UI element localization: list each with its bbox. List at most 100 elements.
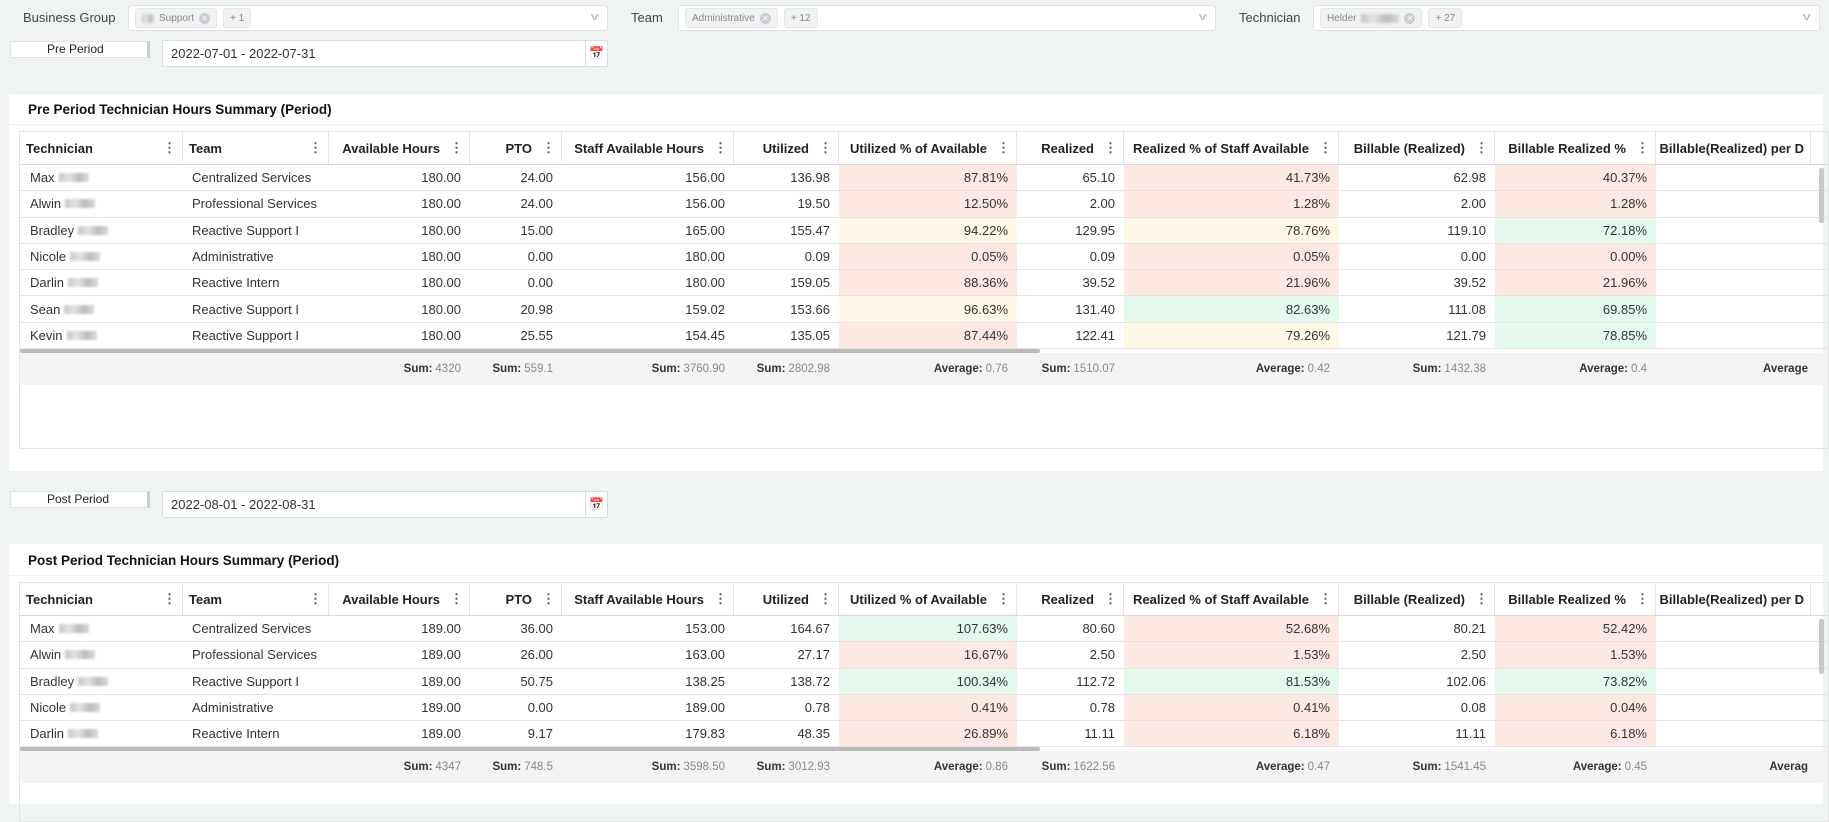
post-period-date-input[interactable]: 2022-08-01 - 2022-08-31 📅 <box>162 491 608 518</box>
column-header[interactable]: Utilized % of Available ⋮ <box>839 583 1017 615</box>
column-header[interactable]: Billable(Realized) per D <box>1656 132 1811 164</box>
column-header[interactable]: Staff Available Hours ⋮ <box>562 583 734 615</box>
chevron-down-icon[interactable]: v <box>1198 11 1207 23</box>
column-menu-icon[interactable]: ⋮ <box>997 140 1010 155</box>
column-menu-icon[interactable]: ⋮ <box>1636 140 1649 155</box>
table-row[interactable]: Kevin Reactive Support I 180.00 25.55 154.45… <box>20 322 1828 350</box>
column-header[interactable]: Utilized % of Available ⋮ <box>839 132 1017 164</box>
cell-realized: 11.11 <box>1084 726 1115 742</box>
column-menu-icon[interactable]: ⋮ <box>1319 591 1332 606</box>
business-group-chip[interactable]: Support ✕ <box>135 8 218 28</box>
column-header[interactable]: Technician ⋮ <box>20 583 183 615</box>
pre-period-label: Pre Period <box>10 41 150 58</box>
column-menu-icon[interactable]: ⋮ <box>309 591 322 606</box>
team-select[interactable]: Administrative ✕ + 12 v <box>678 5 1216 31</box>
remove-chip-icon[interactable]: ✕ <box>199 12 211 24</box>
column-header[interactable]: Billable(Realized) per D <box>1656 583 1811 615</box>
cell-team: Centralized Services <box>192 621 312 637</box>
table-row[interactable]: Darlin Reactive Intern 180.00 0.00 180.00 159… <box>20 270 1828 297</box>
column-header[interactable]: Utilized ⋮ <box>734 132 839 164</box>
table-row[interactable]: Sean Reactive Support I 180.00 20.98 159.02 1… <box>20 296 1828 323</box>
footer-cell: Average: 0.4 <box>1495 353 1656 385</box>
column-menu-icon[interactable]: ⋮ <box>542 140 555 155</box>
cell-real_pct: 78.76% <box>1124 217 1339 243</box>
column-header[interactable]: Available Hours ⋮ <box>329 132 470 164</box>
cell-util_pct: 12.50% <box>839 191 1017 217</box>
table-row[interactable]: Nicole Administrative 180.00 0.00 180.00 0.09… <box>20 243 1828 271</box>
column-menu-icon[interactable]: ⋮ <box>1475 140 1488 155</box>
footer-cell: Sum: 1432.38 <box>1339 353 1495 385</box>
date-range-value: 2022-07-01 - 2022-07-31 <box>171 46 316 61</box>
column-menu-icon[interactable]: ⋮ <box>1475 591 1488 606</box>
column-menu-icon[interactable]: ⋮ <box>163 591 176 606</box>
cell-util: 135.05 <box>790 327 830 343</box>
column-header[interactable]: PTO ⋮ <box>470 583 562 615</box>
table-row[interactable]: Nicole Administrative 189.00 0.00 189.00 0.78… <box>20 694 1828 722</box>
column-header[interactable]: Realized % of Staff Available ⋮ <box>1124 132 1339 164</box>
column-header[interactable]: Realized ⋮ <box>1017 132 1124 164</box>
column-menu-icon[interactable]: ⋮ <box>542 591 555 606</box>
technician-select[interactable]: Helder ✕ + 27 v <box>1313 5 1820 31</box>
column-header[interactable]: Billable Realized % ⋮ <box>1495 583 1656 615</box>
column-header[interactable]: Billable (Realized) ⋮ <box>1339 583 1495 615</box>
remove-chip-icon[interactable]: ✕ <box>1404 12 1416 24</box>
cell-util: 155.47 <box>790 222 830 238</box>
column-header[interactable]: Available Hours ⋮ <box>329 583 470 615</box>
column-header[interactable]: PTO ⋮ <box>470 132 562 164</box>
calendar-icon[interactable]: 📅 <box>585 492 607 517</box>
column-header[interactable]: Billable (Realized) ⋮ <box>1339 132 1495 164</box>
column-menu-icon[interactable]: ⋮ <box>997 591 1010 606</box>
table-row[interactable]: Max Centralized Services 180.00 24.00 156.00… <box>20 165 1828 192</box>
column-menu-icon[interactable]: ⋮ <box>450 591 463 606</box>
column-header[interactable]: Staff Available Hours ⋮ <box>562 132 734 164</box>
pre-period-date-input[interactable]: 2022-07-01 - 2022-07-31 📅 <box>162 40 608 67</box>
vertical-scrollbar[interactable] <box>1819 168 1824 223</box>
technician-first-name: Bradley <box>30 673 75 689</box>
table-row[interactable]: Alwin Professional Services 180.00 24.00 156… <box>20 191 1828 218</box>
vertical-scrollbar[interactable] <box>1819 619 1824 674</box>
table-row[interactable]: Bradley Reactive Support I 189.00 50.75 138.… <box>20 668 1828 695</box>
cell-staff: 179.83 <box>685 726 725 742</box>
column-menu-icon[interactable]: ⋮ <box>819 140 832 155</box>
business-group-select[interactable]: Support ✕ + 1 v <box>128 5 608 31</box>
column-menu-icon[interactable]: ⋮ <box>1104 140 1117 155</box>
column-header[interactable]: Realized ⋮ <box>1017 583 1124 615</box>
column-header[interactable]: Team ⋮ <box>183 132 329 164</box>
table-row[interactable]: Max Centralized Services 189.00 36.00 153.00… <box>20 616 1828 643</box>
column-menu-icon[interactable]: ⋮ <box>714 140 727 155</box>
column-menu-icon[interactable]: ⋮ <box>819 591 832 606</box>
chevron-down-icon[interactable]: v <box>590 11 599 23</box>
remove-chip-icon[interactable]: ✕ <box>759 12 771 24</box>
team-chip[interactable]: Administrative ✕ <box>685 8 778 28</box>
column-menu-icon[interactable]: ⋮ <box>714 591 727 606</box>
column-menu-icon[interactable]: ⋮ <box>309 140 322 155</box>
column-header[interactable]: Team ⋮ <box>183 583 329 615</box>
more-chip[interactable]: + 1 <box>223 8 252 28</box>
horizontal-scrollbar[interactable] <box>20 747 1040 752</box>
cell-real_pct: 81.53% <box>1124 668 1339 694</box>
cell-billable: 2.50 <box>1460 647 1486 663</box>
column-header[interactable]: Technician ⋮ <box>20 132 183 164</box>
column-menu-icon[interactable]: ⋮ <box>1104 591 1117 606</box>
cell-tech: Alwin <box>20 191 183 216</box>
more-chip[interactable]: + 27 <box>1428 8 1463 28</box>
chevron-down-icon[interactable]: v <box>1802 11 1811 23</box>
column-menu-icon[interactable]: ⋮ <box>1636 591 1649 606</box>
cell-billable: 80.21 <box>1453 621 1486 637</box>
more-chip[interactable]: + 12 <box>783 8 818 28</box>
cell-util_pct: 88.36% <box>839 270 1017 296</box>
column-header[interactable]: Realized % of Staff Available ⋮ <box>1124 583 1339 615</box>
column-menu-icon[interactable]: ⋮ <box>1319 140 1332 155</box>
technician-chip[interactable]: Helder ✕ <box>1320 8 1423 28</box>
column-header[interactable]: Utilized ⋮ <box>734 583 839 615</box>
column-menu-icon[interactable]: ⋮ <box>450 140 463 155</box>
column-header[interactable]: Billable Realized % ⋮ <box>1495 132 1656 164</box>
table-row[interactable]: Alwin Professional Services 189.00 26.00 163… <box>20 642 1828 669</box>
horizontal-scrollbar[interactable] <box>20 349 1040 354</box>
column-menu-icon[interactable]: ⋮ <box>163 140 176 155</box>
table-row[interactable]: Darlin Reactive Intern 189.00 9.17 179.83 48.… <box>20 721 1828 748</box>
cell-pto: 50.75 <box>520 673 553 689</box>
calendar-icon[interactable]: 📅 <box>585 41 607 66</box>
cell-bill_pct: 69.85% <box>1495 296 1656 322</box>
table-row[interactable]: Bradley Reactive Support I 180.00 15.00 165.… <box>20 217 1828 244</box>
